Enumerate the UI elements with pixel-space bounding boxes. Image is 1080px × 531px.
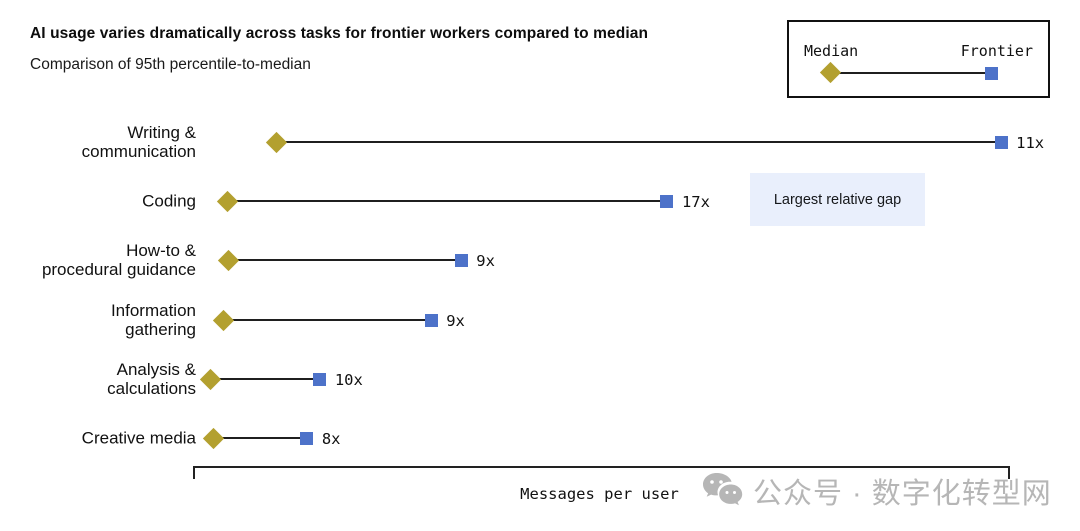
median-marker (218, 249, 240, 271)
legend-connector-line (831, 72, 991, 74)
frontier-marker (300, 431, 314, 445)
category-label: Information gathering (110, 301, 196, 339)
connector-line (227, 200, 667, 202)
frontier-marker (994, 135, 1008, 149)
chart-title: AI usage varies dramatically across task… (30, 25, 649, 42)
watermark: 公众号 · 数字化转型网 (702, 471, 1052, 516)
connector-line (228, 259, 462, 261)
category-label: Coding (142, 191, 196, 211)
median-marker (202, 427, 224, 449)
connector-line (210, 378, 320, 380)
category-label: How-to & procedural guidance (41, 241, 196, 279)
legend: Median Frontier (787, 20, 1050, 98)
median-marker (199, 368, 221, 390)
connector-line (213, 437, 307, 439)
median-marker (213, 309, 235, 331)
category-label: Creative media (81, 428, 196, 448)
connector-line (223, 319, 432, 321)
legend-frontier-square-icon (985, 67, 998, 80)
connector-line (276, 141, 1002, 143)
annotation-box: Largest relative gap (750, 173, 925, 226)
wechat-icon (702, 471, 744, 516)
ratio-label: 8x (321, 430, 341, 448)
legend-frontier-label: Frontier (960, 42, 1033, 60)
frontier-marker (454, 253, 468, 267)
ratio-label: 9x (476, 252, 495, 270)
frontier-marker (424, 313, 438, 327)
category-label: Analysis & calculations (107, 360, 196, 398)
frontier-marker (660, 194, 674, 208)
x-axis-bracket (193, 466, 1010, 479)
ratio-label: 10x (334, 371, 363, 389)
median-marker (217, 190, 239, 212)
median-marker (266, 131, 288, 153)
legend-median-label: Median (804, 42, 859, 60)
ratio-label: 17x (681, 193, 710, 211)
chart-subtitle: Comparison of 95th percentile-to-median (30, 56, 311, 73)
watermark-text: 公众号 · 数字化转型网 (753, 477, 1052, 510)
category-label: Writing & communication (81, 123, 196, 161)
ratio-label: 11x (1016, 134, 1045, 152)
ratio-label: 9x (446, 312, 465, 330)
x-axis-label: Messages per user (520, 485, 679, 503)
frontier-marker (313, 372, 327, 386)
